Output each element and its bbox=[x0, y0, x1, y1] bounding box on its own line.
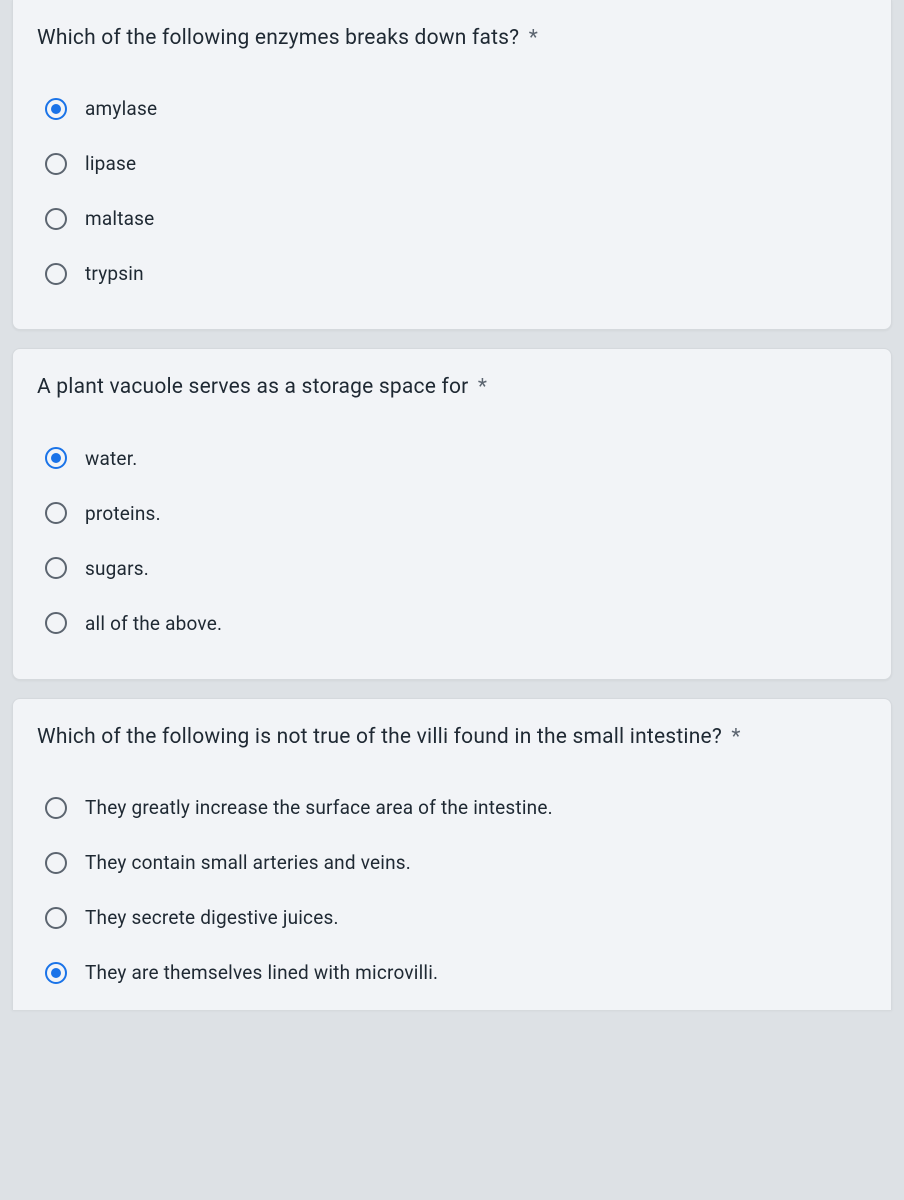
option-label: They greatly increase the surface area o… bbox=[85, 796, 553, 819]
required-asterisk: * bbox=[529, 26, 538, 50]
option-label: sugars. bbox=[85, 557, 149, 580]
radio-icon bbox=[45, 98, 67, 120]
option-label: maltase bbox=[85, 207, 154, 230]
question-prompt: A plant vacuole serves as a storage spac… bbox=[37, 373, 867, 402]
required-asterisk: * bbox=[478, 375, 487, 399]
radio-icon bbox=[45, 907, 67, 929]
option-microvilli[interactable]: They are themselves lined with microvill… bbox=[37, 945, 867, 1000]
radio-icon bbox=[45, 612, 67, 634]
radio-icon bbox=[45, 852, 67, 874]
option-surface-area[interactable]: They greatly increase the surface area o… bbox=[37, 780, 867, 835]
radio-icon bbox=[45, 153, 67, 175]
question-prompt: Which of the following enzymes breaks do… bbox=[37, 24, 867, 53]
option-label: They secrete digestive juices. bbox=[85, 906, 339, 929]
option-lipase[interactable]: lipase bbox=[37, 136, 867, 191]
question-card: Which of the following enzymes breaks do… bbox=[12, 0, 892, 330]
question-text: Which of the following enzymes breaks do… bbox=[37, 26, 519, 50]
option-label: They contain small arteries and veins. bbox=[85, 851, 411, 874]
option-label: They are themselves lined with microvill… bbox=[85, 961, 438, 984]
radio-icon bbox=[45, 962, 67, 984]
option-label: water. bbox=[85, 447, 137, 470]
option-trypsin[interactable]: trypsin bbox=[37, 246, 867, 301]
option-label: amylase bbox=[85, 97, 157, 120]
option-proteins[interactable]: proteins. bbox=[37, 486, 867, 541]
radio-icon bbox=[45, 447, 67, 469]
option-label: trypsin bbox=[85, 262, 144, 285]
question-text: Which of the following is not true of th… bbox=[37, 725, 722, 749]
radio-icon bbox=[45, 557, 67, 579]
option-sugars[interactable]: sugars. bbox=[37, 541, 867, 596]
option-amylase[interactable]: amylase bbox=[37, 81, 867, 136]
option-label: proteins. bbox=[85, 502, 161, 525]
question-card: Which of the following is not true of th… bbox=[12, 698, 892, 1010]
radio-icon bbox=[45, 502, 67, 524]
options-group: amylase lipase maltase trypsin bbox=[37, 81, 867, 301]
required-asterisk: * bbox=[731, 725, 740, 749]
question-prompt: Which of the following is not true of th… bbox=[37, 723, 867, 752]
question-text: A plant vacuole serves as a storage spac… bbox=[37, 375, 468, 399]
radio-icon bbox=[45, 263, 67, 285]
option-all-of-the-above[interactable]: all of the above. bbox=[37, 596, 867, 651]
option-digestive-juices[interactable]: They secrete digestive juices. bbox=[37, 890, 867, 945]
option-arteries-veins[interactable]: They contain small arteries and veins. bbox=[37, 835, 867, 890]
option-water[interactable]: water. bbox=[37, 431, 867, 486]
options-group: They greatly increase the surface area o… bbox=[37, 780, 867, 1000]
radio-icon bbox=[45, 797, 67, 819]
option-label: all of the above. bbox=[85, 612, 222, 635]
option-label: lipase bbox=[85, 152, 136, 175]
radio-icon bbox=[45, 208, 67, 230]
option-maltase[interactable]: maltase bbox=[37, 191, 867, 246]
question-card: A plant vacuole serves as a storage spac… bbox=[12, 348, 892, 679]
options-group: water. proteins. sugars. all of the abov… bbox=[37, 431, 867, 651]
